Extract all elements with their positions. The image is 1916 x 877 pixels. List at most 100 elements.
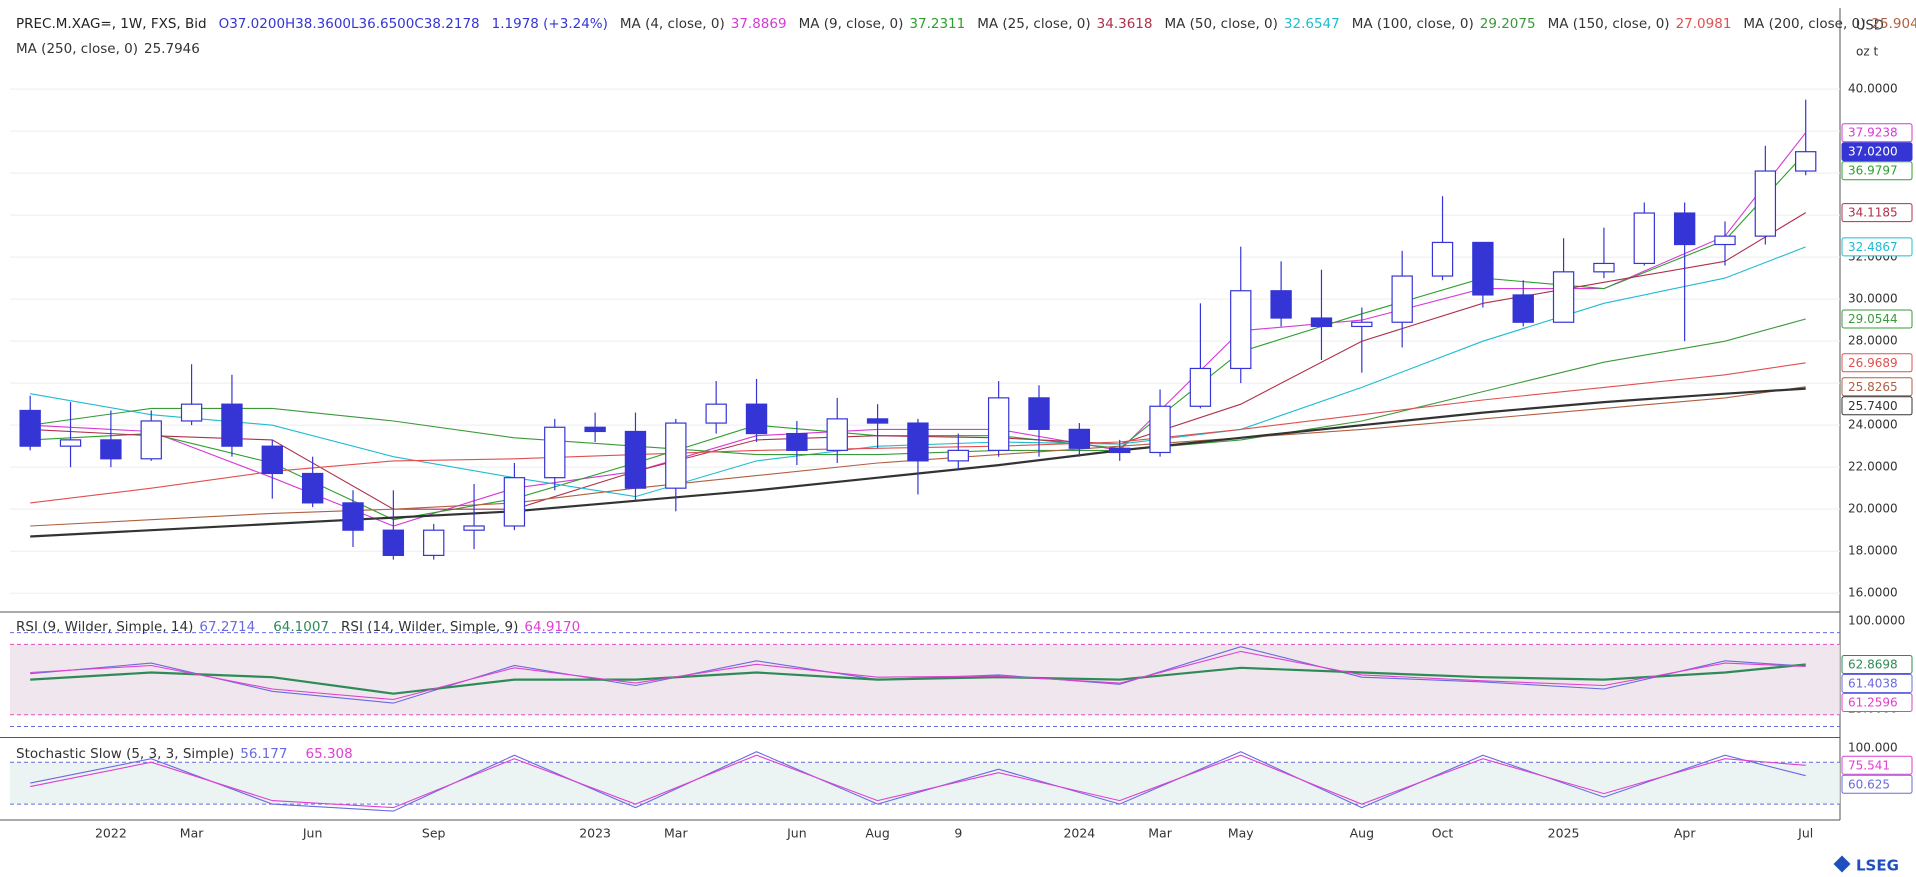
legend-value: 37.8869 xyxy=(730,16,787,32)
ohlc: O37.0200H38.3600L36.6500C38.2178 xyxy=(219,16,480,32)
candle-body xyxy=(1754,170,1777,237)
candle-body xyxy=(1795,151,1817,172)
y-tick-label: 100.0000 xyxy=(1848,613,1905,627)
price-tag-label: 25.8265 xyxy=(1848,380,1898,394)
brand-logo: LSEG xyxy=(1856,857,1899,875)
x-tick-label: Sep xyxy=(422,826,446,841)
x-tick-label: May xyxy=(1228,826,1254,841)
y-tick-label: 40.0000 xyxy=(1848,82,1898,96)
x-tick-label: Jul xyxy=(1797,826,1813,841)
legend-item: MA (4, close, 0) 37.8869 xyxy=(620,16,787,32)
price-tag-label: 75.541 xyxy=(1848,758,1890,772)
candle-body xyxy=(584,426,606,433)
candle-body xyxy=(423,529,445,556)
price-tag-label: 61.2596 xyxy=(1848,695,1898,709)
x-tick-label: 2023 xyxy=(579,826,611,841)
candle-body xyxy=(987,397,1010,451)
price-tag-label: 61.4038 xyxy=(1848,676,1898,690)
indicator-line xyxy=(30,650,1806,701)
candle-body xyxy=(1189,367,1212,407)
candle-body xyxy=(705,403,727,424)
price-tag-label: 34.1185 xyxy=(1848,206,1898,220)
candle-body xyxy=(866,418,889,424)
x-tick-label: Mar xyxy=(1148,826,1172,841)
pane xyxy=(10,88,1840,594)
candle-body xyxy=(624,430,647,489)
x-tick-label: Mar xyxy=(664,826,688,841)
candle-body xyxy=(140,420,162,460)
x-tick-label: Mar xyxy=(180,826,204,841)
y-tick-label: 16.0000 xyxy=(1848,586,1898,600)
y-tick-label: 28.0000 xyxy=(1848,334,1898,348)
legend-value: 56.177 xyxy=(240,746,288,762)
currency: USD xyxy=(1856,19,1884,34)
pane xyxy=(10,632,1840,728)
legend-name: MA (4, close, 0) xyxy=(619,16,725,32)
candle-body xyxy=(1028,397,1050,430)
y-tick-label: 18.0000 xyxy=(1848,544,1898,558)
main-legend: PREC.M.XAG=, 1W, FXS, Bid O37.0200H38.360… xyxy=(16,12,1916,62)
candle-body xyxy=(665,422,687,489)
candle-body xyxy=(826,418,848,451)
candle-body xyxy=(1552,271,1575,323)
candle-body xyxy=(1472,241,1494,296)
x-tick-label: 2022 xyxy=(95,826,127,841)
price-tag xyxy=(1841,123,1913,143)
ohlc-value: H38.3600 xyxy=(285,16,352,32)
legend-item: MA (25, close, 0) 34.3618 xyxy=(977,16,1152,32)
legend-item: 65.308 xyxy=(299,746,352,762)
price-tag xyxy=(1841,161,1913,181)
indicator-line xyxy=(30,318,1806,456)
legend-value: 37.2311 xyxy=(909,16,966,32)
price-tag-label: 25.7400 xyxy=(1848,399,1898,413)
price-tag xyxy=(1841,203,1913,223)
x-tick-label: 2024 xyxy=(1063,826,1095,841)
y-tick-label: 100.000 xyxy=(1848,741,1898,755)
legend-item: MA (100, close, 0) 29.2075 xyxy=(1352,16,1536,32)
indicator-line xyxy=(30,663,1806,695)
candle-body xyxy=(544,426,566,479)
candle-body xyxy=(1310,317,1333,328)
candle-body xyxy=(1109,447,1131,454)
price-tag xyxy=(1841,377,1913,397)
legend-value: 64.9170 xyxy=(524,619,581,635)
candle-body xyxy=(1149,405,1171,454)
band xyxy=(10,762,1840,805)
candle-body xyxy=(1270,290,1292,319)
legend-value: 64.1007 xyxy=(273,619,330,635)
indicator-line xyxy=(30,386,1806,527)
price-tag-label: 62.8698 xyxy=(1848,657,1898,671)
price-tag xyxy=(1841,673,1913,693)
y-tick-label: 24.0000 xyxy=(1848,418,1898,432)
price-tag-label: 36.9797 xyxy=(1848,164,1898,178)
legend-item: MA (250, close, 0) 25.7946 xyxy=(16,41,200,57)
legend-item: RSI (9, Wilder, Simple, 14) 67.2714 xyxy=(16,619,255,635)
price-tag xyxy=(1841,142,1913,162)
price-tag xyxy=(1841,692,1913,712)
x-tick-label: Apr xyxy=(1674,826,1696,841)
brand-icon xyxy=(1833,855,1851,873)
x-tick-label: Oct xyxy=(1432,826,1454,841)
legend-value: 25.7946 xyxy=(144,41,200,57)
legend-item: 64.1007 xyxy=(267,619,329,635)
candle-body xyxy=(907,422,929,462)
indicator-line xyxy=(30,387,1806,538)
unit: oz t xyxy=(1856,45,1878,59)
price-tag xyxy=(1841,774,1913,794)
pane-title: Stochastic Slow (5, 3, 3, Simple) xyxy=(16,746,235,762)
x-tick-label: 9 xyxy=(954,826,962,841)
indicator-line xyxy=(30,132,1807,527)
price-tag xyxy=(1841,237,1913,257)
candle-body xyxy=(221,403,243,447)
candle-body xyxy=(1673,212,1696,246)
legend-name: MA (150, close, 0) xyxy=(1547,16,1670,32)
legend-value: 25.9043 xyxy=(1871,16,1916,32)
x-tick-label: Aug xyxy=(1350,826,1374,841)
legend-name: MA (25, close, 0) xyxy=(977,16,1091,32)
stoch-legend: Stochastic Slow (5, 3, 3, Simple) 56.177 6… xyxy=(16,742,1716,767)
pane xyxy=(10,751,1840,812)
x-tick-label: 2025 xyxy=(1548,826,1580,841)
legend-value: 67.2714 xyxy=(199,619,256,635)
y-tick-label: 30.0000 xyxy=(1848,292,1898,306)
